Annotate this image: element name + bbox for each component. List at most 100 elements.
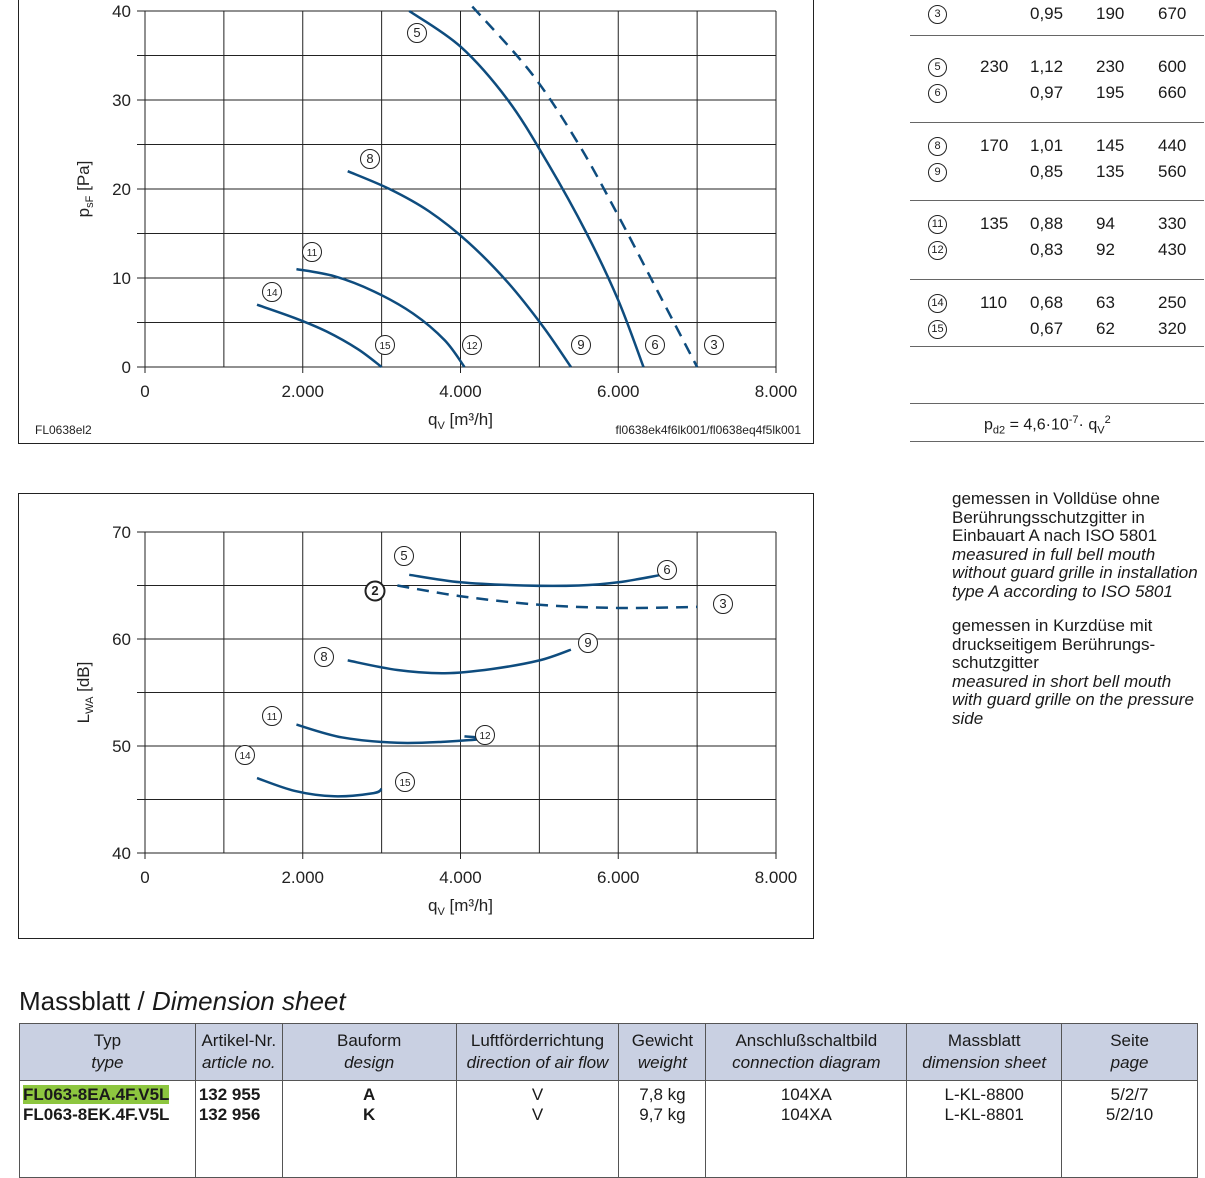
svg-text:15: 15 bbox=[399, 778, 411, 789]
perf-cell: 1,12 bbox=[1030, 57, 1064, 76]
point-label-14: 14 bbox=[262, 282, 282, 302]
header-type: Typ type bbox=[19, 1023, 196, 1081]
y-tick-label: 0 bbox=[122, 358, 131, 377]
svg-text:12: 12 bbox=[479, 731, 491, 742]
point-label-5: 5 bbox=[394, 546, 414, 566]
dimension-body-row: FL063-8EA.4F.V5L FL063-8EK.4F.V5L 132 95… bbox=[19, 1080, 1198, 1178]
perf-cell: 330 bbox=[1158, 214, 1187, 233]
sheet-cell: L-KL-8800 L-KL-8801 bbox=[906, 1080, 1063, 1178]
table-divider bbox=[910, 441, 1204, 442]
perf-cell: 145 bbox=[1096, 136, 1125, 155]
page-link-7[interactable]: 5/2/7 bbox=[1110, 1085, 1149, 1104]
perf-cell: 670 bbox=[1158, 4, 1187, 23]
weight-cell: 7,8 kg 9,7 kg bbox=[618, 1080, 707, 1178]
x-tick-label: 8.000 bbox=[755, 382, 798, 401]
x-tick-label: 4.000 bbox=[439, 382, 482, 401]
perf-cell: 135 bbox=[980, 214, 1009, 233]
curve-14-15 bbox=[256, 776, 383, 798]
x-tick-label: 0 bbox=[140, 868, 149, 887]
y-tick-label: 30 bbox=[112, 91, 131, 110]
perf-cell: 1,01 bbox=[1030, 136, 1064, 155]
sheet-link-8801[interactable]: L-KL-8801 bbox=[944, 1105, 1024, 1124]
perf-cell: 190 bbox=[1096, 4, 1125, 23]
y-axis-label: psF [Pa] bbox=[74, 161, 96, 218]
perf-row: 6 0,97 195 660 bbox=[910, 81, 1204, 107]
y-tick-label: 70 bbox=[112, 523, 131, 542]
y-tick-label: 40 bbox=[112, 844, 131, 863]
point-label-6: 6 bbox=[657, 560, 677, 580]
row-id-circle: 6 bbox=[928, 84, 947, 103]
dynamic-pressure-formula: pd2 = 4,6·10-7· qV2 bbox=[984, 414, 1111, 437]
curve-14-15 bbox=[256, 303, 383, 368]
y-tick-label: 20 bbox=[112, 180, 131, 199]
sound-chart: 0 2.000 4.000 6.000 8.000 40 50 60 70 LWA [dB] qV … bbox=[74, 523, 798, 918]
perf-cell: 230 bbox=[980, 57, 1009, 76]
point-label-8: 8 bbox=[314, 647, 334, 667]
svg-text:12: 12 bbox=[466, 341, 478, 352]
x-tick-label: 2.000 bbox=[281, 868, 324, 887]
perf-cell: 600 bbox=[1158, 57, 1187, 76]
svg-text:14: 14 bbox=[239, 751, 251, 762]
point-label-8: 8 bbox=[360, 149, 380, 169]
perf-cell: 0,67 bbox=[1030, 319, 1064, 338]
sheet-link-8800[interactable]: L-KL-8800 bbox=[944, 1085, 1024, 1104]
type-link-ek[interactable]: FL063-8EK.4F.V5L bbox=[23, 1105, 170, 1124]
row-id-circle: 8 bbox=[928, 137, 947, 156]
row-id-circle: 9 bbox=[928, 163, 947, 182]
x-tick-label: 2.000 bbox=[281, 382, 324, 401]
header-article: Artikel-Nr. article no. bbox=[194, 1023, 283, 1081]
perf-cell: 250 bbox=[1158, 293, 1187, 312]
pressure-chart: 0 2.000 4.000 6.000 8.000 0 10 20 30 40 psF [Pa] qV… bbox=[35, 2, 802, 437]
legend-solid-en: measured in short bell mouth with guard … bbox=[952, 671, 1194, 728]
perf-cell: 135 bbox=[1096, 162, 1125, 181]
svg-text:3: 3 bbox=[710, 337, 717, 352]
chart-code-right: fl0638ek4f6lk001/fl0638eq4f5lk001 bbox=[616, 423, 802, 437]
y-tick-label: 40 bbox=[112, 2, 131, 21]
point-label-12: 12 bbox=[475, 725, 495, 745]
point-label-9: 9 bbox=[578, 633, 598, 653]
type-link-ea[interactable]: FL063-8EA.4F.V5L bbox=[23, 1085, 170, 1104]
perf-row: 12 0,83 92 430 bbox=[910, 238, 1204, 264]
row-id-circle: 12 bbox=[928, 241, 947, 260]
svg-text:6: 6 bbox=[651, 337, 658, 352]
x-tick-label: 8.000 bbox=[755, 868, 798, 887]
page-link-10[interactable]: 5/2/10 bbox=[1105, 1105, 1154, 1124]
dimension-header-row: Typ type Artikel-Nr. article no. Bauform de… bbox=[19, 1023, 1198, 1081]
performance-table: 3 0,95 190 670 5 230 1,12 230 600 6 0,97 195 660 8 170… bbox=[910, 0, 1204, 442]
curve-5-6 bbox=[409, 573, 662, 588]
perf-row: 15 0,67 62 320 bbox=[910, 317, 1204, 343]
flow-cell: V V bbox=[455, 1080, 620, 1178]
header-sheet: Massblatt dimension sheet bbox=[906, 1023, 1063, 1081]
perf-cell: 0,95 bbox=[1030, 4, 1064, 23]
row-id-circle: 15 bbox=[928, 320, 947, 339]
perf-cell: 0,88 bbox=[1030, 214, 1064, 233]
design-cell: A K bbox=[281, 1080, 457, 1178]
perf-cell: 63 bbox=[1096, 293, 1115, 312]
perf-row: 14 110 0,68 63 250 bbox=[910, 291, 1204, 317]
point-label-11: 11 bbox=[262, 706, 282, 726]
perf-row: 5 230 1,12 230 600 bbox=[910, 55, 1204, 81]
table-divider bbox=[910, 279, 1204, 280]
x-axis-label: qV [m³/h] bbox=[428, 410, 493, 432]
perf-row: 8 170 1,01 145 440 bbox=[910, 134, 1204, 160]
point-label-14: 14 bbox=[235, 745, 255, 765]
perf-row: 11 135 0,88 94 330 bbox=[910, 212, 1204, 238]
article-cell: 132 955 132 956 bbox=[194, 1080, 283, 1178]
svg-text:5: 5 bbox=[413, 25, 420, 40]
curve-5-6 bbox=[408, 9, 645, 368]
header-diagram: Anschlußschaltbild connection diagram bbox=[705, 1023, 908, 1081]
svg-text:15: 15 bbox=[379, 341, 391, 352]
type-cell: FL063-8EA.4F.V5L FL063-8EK.4F.V5L bbox=[19, 1080, 196, 1178]
perf-cell: 110 bbox=[980, 293, 1008, 312]
header-page: Seite page bbox=[1061, 1023, 1198, 1081]
curve-2-3 bbox=[397, 584, 698, 610]
table-divider bbox=[910, 35, 1204, 36]
curve-11-12 bbox=[296, 723, 486, 745]
sound-chart-frame: 0 2.000 4.000 6.000 8.000 40 50 60 70 LWA [dB] qV … bbox=[18, 493, 814, 939]
header-weight: Gewicht weight bbox=[618, 1023, 707, 1081]
table-divider bbox=[910, 403, 1204, 404]
y-axis-label: LWA [dB] bbox=[74, 662, 96, 724]
svg-text:9: 9 bbox=[584, 635, 591, 650]
point-label-3: 3 bbox=[713, 594, 733, 614]
legend-solid: gemessen in Kurzdüse mit druckseitigem B… bbox=[910, 616, 1200, 728]
